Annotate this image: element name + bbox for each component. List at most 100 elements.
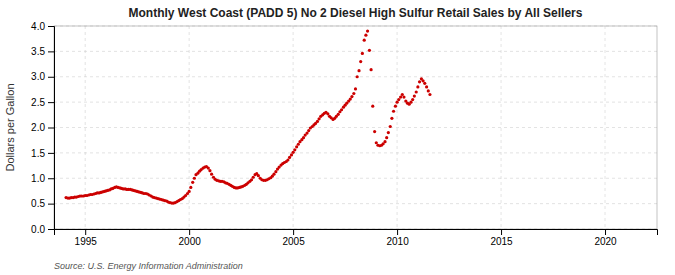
point <box>288 156 291 159</box>
x-axis-tick-mark <box>397 229 398 235</box>
point <box>364 34 367 37</box>
y-axis-title: Dollars per Gallon <box>4 83 16 171</box>
points <box>64 29 431 204</box>
y-axis-tick-label: 4.0 <box>31 21 45 32</box>
x-axis-tick-label: 2000 <box>179 236 202 247</box>
grid-line <box>605 26 606 229</box>
point <box>354 87 357 90</box>
x-axis-tick: 2005 <box>282 229 305 247</box>
y-axis-tick: 4.0 <box>31 21 54 32</box>
x-axis-tick-label: 2010 <box>386 236 409 247</box>
point <box>371 105 374 108</box>
point <box>193 177 196 180</box>
point <box>352 92 355 95</box>
y-axis-tick: 1.0 <box>31 173 54 184</box>
y-axis-tick: 1.5 <box>31 148 54 159</box>
point <box>385 136 388 139</box>
point <box>363 39 366 42</box>
point <box>272 173 275 176</box>
grid-line <box>54 76 657 77</box>
point <box>257 174 260 177</box>
y-axis-tick: 2.5 <box>31 97 54 108</box>
x-axis-tick: 2020 <box>594 229 617 247</box>
y-axis-tick-label: 2.5 <box>31 97 45 108</box>
grid-line <box>54 152 657 153</box>
x-axis-tick-mark <box>605 229 606 235</box>
point <box>359 60 362 63</box>
title: Monthly West Coast (PADD 5) No 2 Diesel … <box>129 6 583 20</box>
grid-line <box>54 127 657 128</box>
point <box>293 148 296 151</box>
x-axis-tick-label: 2005 <box>282 236 305 247</box>
y-axis-tick: 3.5 <box>31 46 54 57</box>
x-axis-tick-mark <box>189 229 190 235</box>
y-axis-tick-label: 3.5 <box>31 46 45 57</box>
point <box>188 190 191 193</box>
y-axis-tick-mark <box>48 26 54 27</box>
y-axis-tick-mark <box>48 229 54 230</box>
y-axis-tick: 0.5 <box>31 198 54 209</box>
x-axis-tick-label: 1995 <box>75 236 98 247</box>
plot-frame <box>54 26 657 229</box>
chart: 1995 2000 2005 2010 2015 2020 0.0 0.5 1.0 1.5 2.0 2… <box>0 0 675 275</box>
x-axis-tick-mark <box>501 229 502 235</box>
point <box>369 68 372 71</box>
point <box>189 186 192 189</box>
point <box>394 105 397 108</box>
y-axis-tick: 2.0 <box>31 122 54 133</box>
grid-line <box>54 178 657 179</box>
y-axis-tick-mark <box>48 178 54 179</box>
y-axis-tick-label: 0.0 <box>31 224 45 235</box>
y-axis-tick-label: 0.5 <box>31 198 45 209</box>
point <box>423 82 426 85</box>
point <box>191 181 194 184</box>
point <box>389 125 392 128</box>
point <box>357 69 360 72</box>
point <box>252 176 255 179</box>
point <box>425 85 428 88</box>
grid-line <box>54 203 657 204</box>
point <box>350 95 353 98</box>
x-axis-tick-label: 2015 <box>490 236 513 247</box>
point <box>390 117 393 120</box>
y-axis: 0.0 0.5 1.0 1.5 2.0 2.5 3.0 3.5 4.0 <box>31 21 54 235</box>
point <box>413 94 416 97</box>
point <box>387 131 390 134</box>
point <box>416 85 419 88</box>
y-axis-tick-mark <box>48 102 54 103</box>
point <box>356 75 359 78</box>
point <box>392 110 395 113</box>
point <box>428 93 431 96</box>
y-axis-tick-mark <box>48 77 54 78</box>
y-axis-tick-label: 3.0 <box>31 71 45 82</box>
point <box>373 130 376 133</box>
y-axis-tick-mark <box>48 204 54 205</box>
y-axis-tick: 0.0 <box>31 224 54 235</box>
y-axis-tick-label: 2.0 <box>31 122 45 133</box>
point <box>366 29 369 32</box>
y-axis-tick-mark <box>48 153 54 154</box>
x-axis-tick: 2015 <box>490 229 513 247</box>
x-axis-tick: 2000 <box>179 229 202 247</box>
grid-line <box>54 51 657 52</box>
point <box>340 108 343 111</box>
point <box>397 98 400 101</box>
x-axis-line <box>55 230 658 236</box>
grid-line <box>293 26 294 229</box>
x-axis-tick-mark <box>293 229 294 235</box>
point <box>383 140 386 143</box>
plot: 1995 2000 2005 2010 2015 2020 0.0 0.5 1.0 1.5 2.0 2… <box>31 21 657 247</box>
point <box>427 89 430 92</box>
x-axis: 1995 2000 2005 2010 2015 2020 <box>55 229 658 247</box>
point <box>411 98 414 101</box>
y-axis-tick-mark <box>48 128 54 129</box>
x-axis-tick-label: 2020 <box>594 236 617 247</box>
x-axis-tick-mark <box>85 229 86 235</box>
point <box>418 80 421 83</box>
y-axis-tick: 3.0 <box>31 71 54 82</box>
x-axis-tick: 1995 <box>75 229 98 247</box>
y-axis-tick-label: 1.5 <box>31 148 45 159</box>
y-axis-line <box>48 27 55 230</box>
point <box>361 52 364 55</box>
point <box>368 49 371 52</box>
